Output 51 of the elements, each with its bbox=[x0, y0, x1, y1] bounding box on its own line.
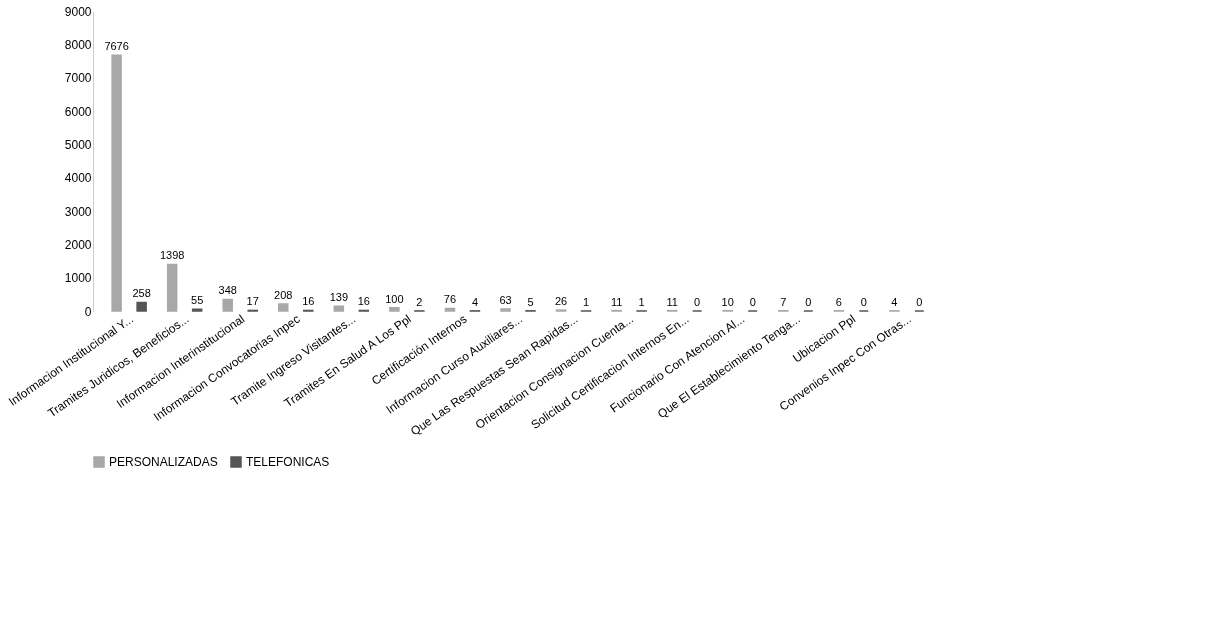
data-label: 63 bbox=[499, 293, 512, 306]
data-label: 139 bbox=[329, 291, 349, 304]
data-label: 6 bbox=[835, 295, 842, 308]
data-label: 208 bbox=[274, 289, 293, 302]
y-tick-label: 4000 bbox=[64, 171, 92, 186]
data-label: 5 bbox=[527, 295, 534, 308]
bar bbox=[333, 305, 345, 312]
data-label: 1 bbox=[582, 295, 590, 308]
bar bbox=[136, 301, 147, 312]
y-tick-label: 8000 bbox=[64, 37, 92, 52]
data-label: 4 bbox=[891, 295, 898, 308]
data-label: 55 bbox=[191, 294, 204, 307]
bar bbox=[389, 306, 400, 312]
data-label: 7 bbox=[780, 295, 787, 308]
data-label: 11 bbox=[610, 295, 623, 308]
data-label: 0 bbox=[916, 296, 923, 308]
y-tick-label: 3000 bbox=[64, 204, 92, 219]
y-tick-label: 6000 bbox=[64, 104, 92, 119]
data-label: 0 bbox=[805, 296, 812, 308]
data-label: 76 bbox=[443, 293, 457, 306]
bar bbox=[111, 54, 122, 312]
legend-label: TELEFONICAS bbox=[246, 455, 330, 469]
legend-label: PERSONALIZADAS bbox=[109, 455, 218, 469]
data-label: 1 bbox=[638, 295, 645, 308]
data-label: 4 bbox=[471, 295, 479, 308]
data-label: 100 bbox=[385, 292, 404, 305]
data-label: 10 bbox=[721, 295, 734, 308]
y-tick-label: 7000 bbox=[64, 71, 92, 86]
data-label: 17 bbox=[246, 295, 259, 308]
data-label: 7676 bbox=[104, 40, 129, 53]
data-label: 16 bbox=[357, 295, 370, 308]
bar bbox=[222, 298, 233, 312]
data-label: 16 bbox=[302, 295, 315, 308]
bar bbox=[444, 307, 456, 312]
data-label: 26 bbox=[554, 295, 568, 308]
data-label: 1398 bbox=[159, 249, 185, 262]
data-label: 0 bbox=[860, 296, 867, 308]
y-tick-label: 9000 bbox=[64, 4, 92, 19]
data-label: 258 bbox=[132, 287, 151, 300]
y-tick-label: 2000 bbox=[64, 237, 92, 252]
data-label: 11 bbox=[666, 295, 678, 308]
y-tick-label: 5000 bbox=[64, 137, 92, 152]
y-tick-label: 1000 bbox=[64, 271, 92, 286]
bar bbox=[278, 303, 289, 312]
bar bbox=[500, 308, 511, 312]
data-label: 0 bbox=[749, 296, 756, 308]
bar bbox=[166, 263, 178, 312]
data-label: 0 bbox=[694, 296, 701, 308]
data-label: 2 bbox=[416, 295, 423, 308]
y-tick-label: 0 bbox=[84, 304, 92, 319]
data-label: 348 bbox=[218, 284, 237, 297]
